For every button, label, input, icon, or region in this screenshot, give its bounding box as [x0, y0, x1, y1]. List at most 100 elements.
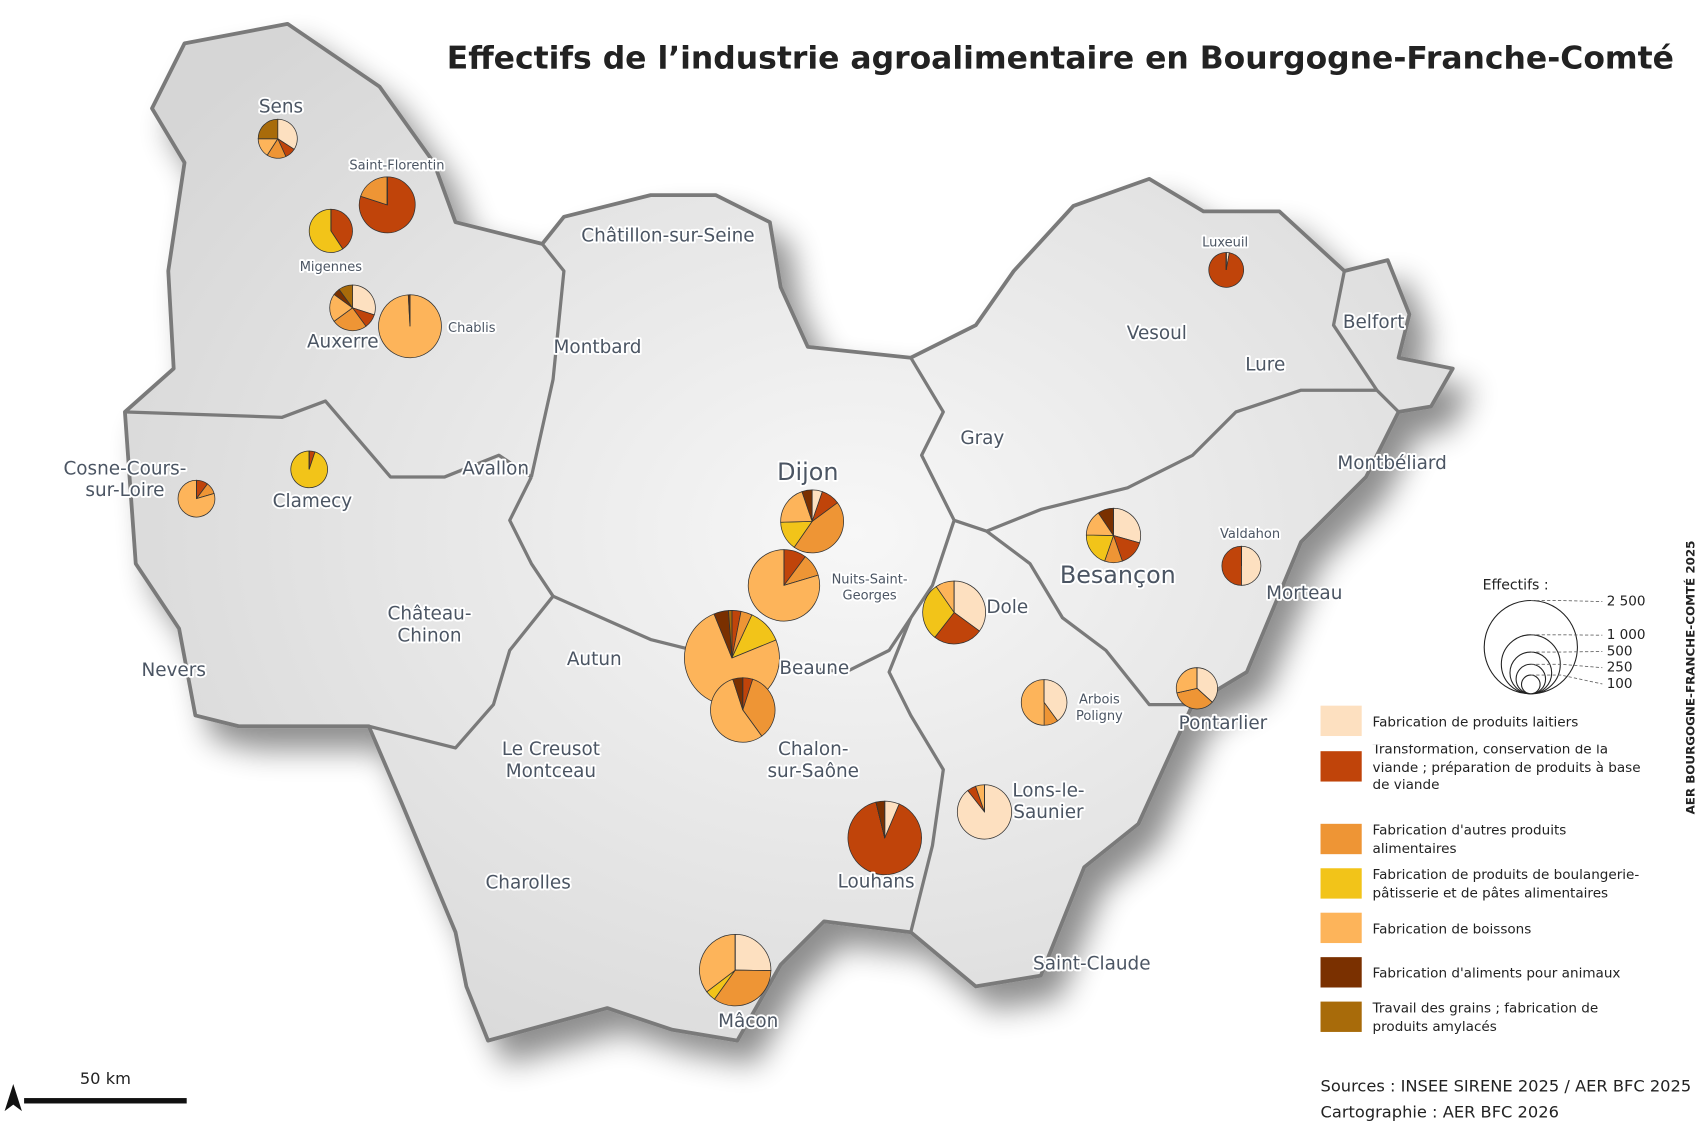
pie	[358, 176, 416, 234]
place-label: Chablis	[448, 321, 496, 336]
place-label: Beaune	[779, 658, 849, 679]
legend-label-box: Transformation, conservation de la viand…	[1372, 744, 1641, 791]
pie-slice	[1020, 679, 1045, 726]
pie	[378, 294, 442, 359]
size-legend-label: 1 000	[1607, 627, 1646, 643]
place-label: Gray	[960, 428, 1004, 449]
legend-label-box: Fabrication d'aliments pour animaux	[1372, 964, 1621, 981]
pie-slice	[1196, 667, 1218, 703]
place-label: Lons-le-	[1012, 780, 1084, 801]
legend-label: Fabrication de boissons	[1372, 919, 1532, 937]
place-label: Charolles	[485, 872, 570, 893]
place-label: Saunier	[1013, 802, 1084, 823]
pie-slice	[710, 678, 763, 743]
pie-slice	[922, 586, 955, 638]
legend-label-box: Fabrication de boissons	[1372, 919, 1532, 937]
place-label: Sens	[259, 96, 303, 117]
pie	[922, 580, 986, 645]
pie-slice	[333, 307, 367, 332]
place-label: Château-	[388, 604, 472, 625]
pie	[177, 479, 216, 518]
pie-slice	[734, 934, 772, 971]
pie	[747, 549, 821, 622]
place-label: Avallon	[462, 458, 529, 479]
place-label: Louhans	[838, 871, 915, 892]
place-label: Besançon	[1060, 561, 1176, 589]
pie	[308, 208, 353, 253]
legend-label-box: Fabrication de produits laitiers	[1372, 712, 1579, 730]
pie-slice	[793, 502, 844, 554]
pie-slice	[699, 934, 736, 993]
place-label: Châtillon-sur-Seine	[581, 225, 754, 246]
legend-swatch	[1320, 705, 1362, 737]
legend-swatch	[1320, 751, 1362, 782]
pie-slice	[1176, 687, 1213, 710]
legend-label-box: Fabrication de produits de boulangerie-p…	[1373, 866, 1640, 901]
place-label: Montbard	[554, 337, 642, 358]
pie-slice	[308, 208, 344, 253]
pie	[1085, 507, 1142, 563]
place-label: Montceau	[506, 761, 596, 782]
north-arrow	[4, 1083, 22, 1112]
pie-layer	[177, 118, 1262, 1007]
credits: Cartographie : AER BFC 2026	[1321, 1103, 1559, 1122]
category-legend: Fabrication de produits laitiers Transfor…	[1320, 705, 1641, 1034]
pie-slice	[1043, 679, 1068, 722]
place-label: Valdahon	[1220, 527, 1280, 542]
size-legend-leader	[1530, 674, 1603, 685]
pie	[710, 677, 776, 743]
pie-slice	[935, 580, 955, 614]
pie	[1208, 252, 1245, 288]
place-label: sur-Saône	[767, 761, 859, 782]
place-label: Vesoul	[1127, 323, 1187, 344]
pie-slice	[407, 294, 411, 327]
place-label: Autun	[567, 649, 622, 670]
label-layer: Sens Saint-Florentin Migennes Auxerre Chabli…	[62, 94, 1449, 1034]
place-label: Clamecy	[273, 491, 353, 512]
legend-swatch	[1320, 1001, 1362, 1032]
place-label: Montbéliard	[1337, 453, 1446, 474]
place-label: Nevers	[141, 660, 205, 681]
place-label: Belfort	[1343, 312, 1405, 333]
legend-label-box: Fabrication d'autres produits alimentair…	[1372, 821, 1567, 857]
size-legend-label: 100	[1607, 676, 1633, 692]
legend-label: Fabrication d'autres produits alimentair…	[1372, 821, 1567, 857]
pie-slice	[1221, 545, 1242, 586]
pie-slice	[1241, 545, 1262, 586]
place-label: Auxerre	[307, 332, 379, 353]
legend-label: Transformation, conservation de la viand…	[1372, 744, 1641, 791]
place-label: Arbois	[1079, 693, 1120, 708]
scale-bar	[24, 1098, 187, 1104]
pie-slice	[352, 284, 376, 316]
legend-swatch	[1320, 868, 1362, 899]
size-legend-label: 250	[1607, 660, 1633, 676]
legend-label: Fabrication de produits laitiers	[1372, 712, 1579, 730]
pie	[1175, 667, 1218, 710]
place-label: Saint-Claude	[1033, 954, 1151, 975]
size-legend-leader	[1530, 663, 1603, 669]
pie-slice	[742, 678, 776, 737]
sources: Sources : INSEE SIRENE 2025 / AER BFC 20…	[1321, 1077, 1692, 1096]
legend-label: Fabrication d'aliments pour animaux	[1372, 964, 1621, 981]
pie-slice	[338, 284, 353, 310]
legend-swatch	[1320, 823, 1362, 855]
side-note: AER BOURGOGNE-FRANCHE-COMTÉ 2025	[1683, 541, 1698, 815]
place-label: Chinon	[397, 625, 461, 646]
place-label: Dole	[986, 597, 1028, 618]
place-label: Saint-Florentin	[349, 158, 444, 173]
pie	[257, 118, 298, 159]
pie	[329, 284, 376, 332]
pie-slice	[1113, 507, 1142, 544]
place-label: Dijon	[777, 458, 838, 486]
legend-swatch	[1320, 912, 1362, 944]
place-label: Georges	[843, 589, 897, 604]
pie	[1221, 545, 1262, 586]
pie-slice	[934, 611, 981, 645]
size-legend-circle	[1520, 674, 1541, 695]
size-legend-leader	[1530, 651, 1603, 653]
place-label: Le Creusot	[502, 739, 600, 760]
